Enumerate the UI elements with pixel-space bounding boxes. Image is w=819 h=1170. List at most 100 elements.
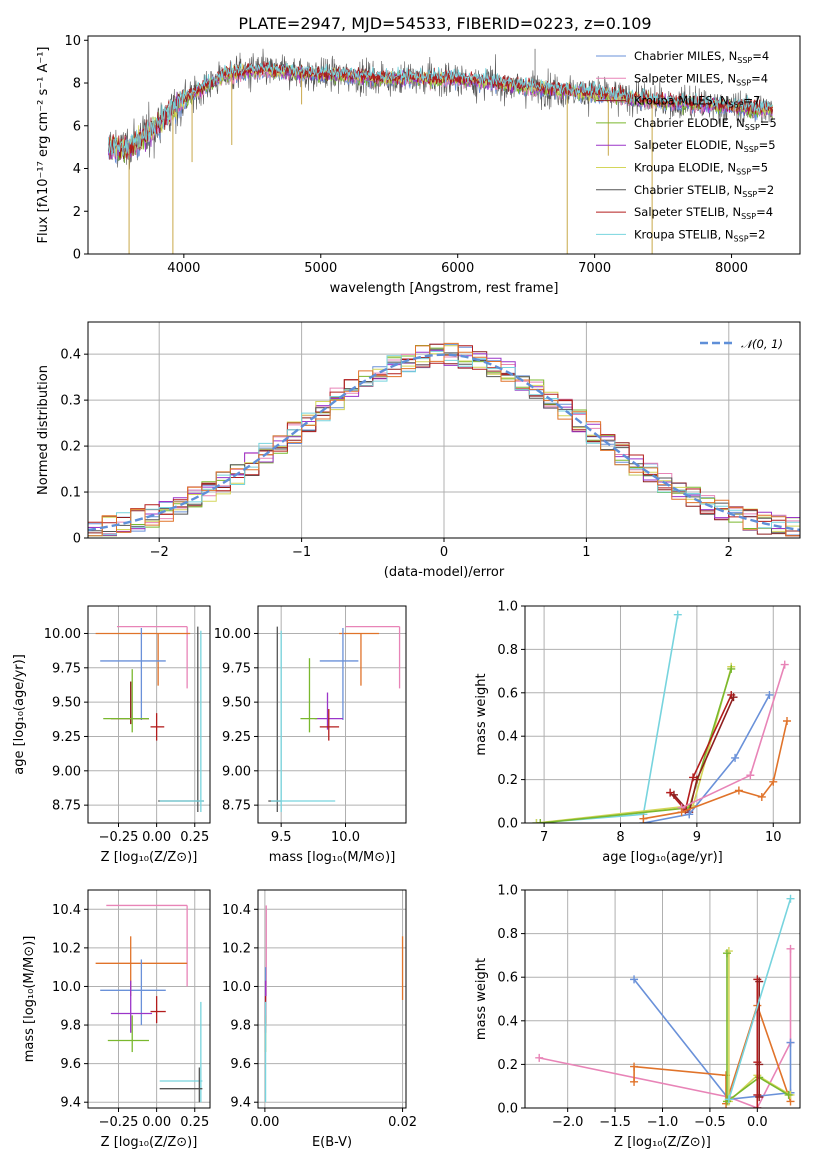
plot-area bbox=[532, 610, 792, 823]
y-tick-label: 10.0 bbox=[222, 980, 251, 995]
legend-label-text: Salpeter ELODIE, N bbox=[634, 138, 744, 152]
error-bar-point bbox=[159, 1001, 203, 1103]
y-tick-label: 9.75 bbox=[222, 661, 251, 676]
grid-lines bbox=[258, 606, 406, 823]
legend-label-text: Salpeter MILES, N bbox=[634, 71, 736, 85]
x-tick-label: 0.00 bbox=[142, 1115, 171, 1130]
spectrum-panel: 4000 5000 6000 7000 8000 0 2 4 6 8 10 wavelength [A… bbox=[36, 34, 801, 296]
y-tick-label: 9.75 bbox=[52, 661, 81, 676]
y-tick-label: 9.00 bbox=[222, 764, 251, 779]
y-tick-label: 0.1 bbox=[60, 486, 81, 501]
x-axis-label: Z [log₁₀(Z/Z⊙)] bbox=[101, 1135, 198, 1150]
y-tick-label: 10.2 bbox=[52, 941, 81, 956]
data-point-marker bbox=[734, 786, 743, 795]
legend-label: Kroupa ELODIE, NSSP=5 bbox=[634, 161, 768, 177]
legend-label-text: Chabrier ELODIE, N bbox=[634, 116, 745, 130]
series-line bbox=[643, 720, 788, 820]
legend-label-subscript: SSP bbox=[737, 56, 752, 65]
data-point-marker bbox=[755, 1060, 764, 1069]
y-tick-label: 10.4 bbox=[222, 903, 251, 918]
x-tick-label: 8000 bbox=[715, 261, 748, 276]
y-axis-label: mass weight bbox=[474, 958, 489, 1040]
data-point-marker bbox=[757, 792, 766, 801]
error-bar-point bbox=[345, 625, 401, 689]
x-tick-label: 2 bbox=[725, 545, 733, 560]
grid-lines bbox=[88, 890, 210, 1108]
y-axis-label: mass weight bbox=[474, 673, 489, 755]
error-bar-point bbox=[100, 627, 166, 720]
axes-frame bbox=[87, 321, 801, 539]
series-line bbox=[539, 948, 792, 1108]
plot-area bbox=[95, 904, 203, 1103]
error-bar-point bbox=[110, 681, 149, 725]
data-point-marker bbox=[769, 777, 778, 786]
series-line bbox=[669, 694, 733, 812]
y-tick-label: 0.6 bbox=[497, 971, 518, 986]
y-tick-label: 10 bbox=[64, 34, 81, 49]
weight-series bbox=[532, 662, 736, 823]
legend-label-subscript: SSP bbox=[734, 234, 749, 243]
weight-series bbox=[639, 717, 792, 823]
error-bar-point bbox=[150, 713, 165, 741]
data-point-marker bbox=[532, 819, 541, 823]
data-point-marker bbox=[729, 693, 738, 702]
error-bar-point bbox=[95, 632, 191, 686]
y-tick-label: 0.6 bbox=[497, 686, 518, 701]
y-tick-label: 0.2 bbox=[497, 1058, 518, 1073]
weight-series bbox=[724, 894, 795, 1104]
legend-label: Salpeter STELIB, NSSP=4 bbox=[634, 205, 773, 221]
legend-label-subscript: SSP bbox=[745, 123, 760, 132]
tick-marks: −0.25 0.00 0.25 9.4 9.6 9.8 10.0 10.2 10.4 bbox=[52, 903, 209, 1130]
data-point-marker bbox=[786, 944, 795, 953]
error-bar-point bbox=[107, 1015, 149, 1053]
histogram-step-orange bbox=[88, 342, 800, 537]
x-tick-label: 8 bbox=[616, 830, 624, 845]
normal-distribution-curve bbox=[88, 353, 800, 532]
data-point-marker bbox=[731, 753, 740, 762]
data-point-marker bbox=[630, 975, 639, 984]
x-axis-label: Z [log₁₀(Z/Z⊙)] bbox=[614, 1135, 711, 1150]
axes-frame bbox=[257, 605, 407, 824]
y-tick-label: 9.6 bbox=[60, 1057, 81, 1072]
weight-series bbox=[536, 664, 736, 823]
data-point-marker bbox=[784, 1090, 793, 1099]
y-tick-label: 8.75 bbox=[52, 799, 81, 814]
legend-label-subscript: SSP bbox=[744, 145, 759, 154]
mass-weight-vs-age-panel: 7 8 9 10 0.0 0.2 0.4 0.6 0.8 1.0 age [log₁₀(age/yr… bbox=[474, 600, 801, 865]
legend-label-value: =4 bbox=[756, 205, 773, 219]
error-bar-point bbox=[103, 669, 149, 733]
tick-marks: −2.0 −1.5 −1.0 −0.5 0.0 0.0 0.2 0.4 0.6 0.8 1.0 bbox=[497, 884, 767, 1131]
y-tick-label: 10.4 bbox=[52, 903, 81, 918]
axes-frame bbox=[257, 889, 407, 1109]
error-bar-point bbox=[159, 1067, 203, 1103]
legend-label-text: Salpeter STELIB, N bbox=[634, 205, 741, 219]
x-tick-label: 0.25 bbox=[180, 1115, 209, 1130]
series-line bbox=[728, 898, 792, 1100]
y-tick-label: 1.0 bbox=[497, 884, 518, 899]
x-tick-label: 9.5 bbox=[271, 830, 292, 845]
y-axis-label: mass [log₁₀(M/M⊙)] bbox=[22, 936, 37, 1063]
x-tick-label: −2.0 bbox=[552, 1115, 584, 1130]
legend-label: Chabrier MILES, NSSP=4 bbox=[634, 49, 769, 65]
x-tick-label: 7 bbox=[540, 830, 548, 845]
x-tick-label: −1.5 bbox=[599, 1115, 631, 1130]
series-line bbox=[540, 668, 733, 823]
error-bar-point bbox=[106, 904, 188, 987]
legend-label: Salpeter MILES, NSSP=4 bbox=[634, 71, 768, 87]
x-axis-label: Z [log₁₀(Z/Z⊙)] bbox=[101, 850, 198, 865]
data-point-marker bbox=[765, 690, 774, 699]
error-bar-point bbox=[100, 959, 166, 1026]
y-tick-label: 2 bbox=[73, 205, 81, 220]
x-tick-label: 4000 bbox=[167, 261, 200, 276]
data-point-marker bbox=[692, 775, 701, 784]
grid-lines bbox=[258, 890, 406, 1108]
y-tick-label: 0 bbox=[73, 532, 81, 547]
data-point-marker bbox=[755, 977, 764, 986]
legend-label: Kroupa MILES, NSSP=7 bbox=[634, 94, 760, 110]
error-bar-point bbox=[270, 630, 336, 813]
error-bar-point bbox=[300, 658, 318, 733]
data-point-marker bbox=[780, 660, 789, 669]
data-point-marker bbox=[630, 1077, 639, 1086]
